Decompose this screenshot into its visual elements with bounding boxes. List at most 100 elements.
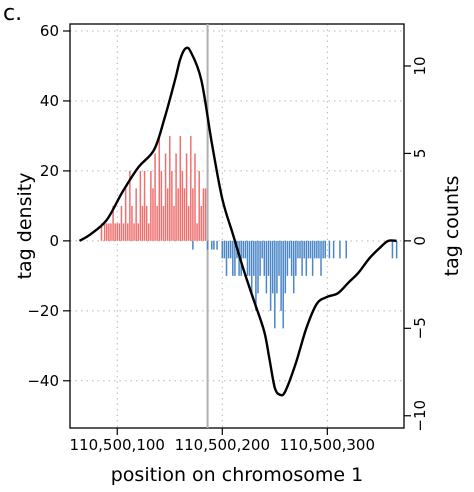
positive-tag-bar	[129, 170, 131, 241]
positive-tag-bar	[143, 170, 146, 241]
positive-tag-bar	[183, 188, 186, 241]
positive-tag-bar	[141, 205, 144, 241]
x-axis-title: position on chromosome 1	[111, 464, 364, 486]
positive-tag-bar	[156, 205, 158, 241]
negative-tag-bar	[229, 240, 232, 259]
negative-tag-bar	[267, 240, 270, 276]
negative-tag-bar	[301, 240, 303, 276]
negative-tag-bar	[282, 240, 284, 329]
negative-tag-bar	[309, 240, 312, 259]
negative-tag-bar	[271, 240, 274, 294]
positive-tag-bar	[148, 223, 150, 241]
negative-tag-bar	[345, 240, 347, 259]
positive-tag-bar	[150, 170, 152, 241]
y-left-tick-label: 60	[40, 22, 59, 40]
negative-tag-bar	[311, 240, 314, 276]
density-curve	[78, 46, 397, 397]
negative-tag-bar	[322, 240, 324, 259]
y-right-tick-label: 10	[411, 56, 429, 75]
negative-tag-bar	[213, 240, 215, 250]
y-left-tick-label: −20	[27, 302, 59, 320]
negative-tag-bar	[246, 240, 249, 276]
negative-tag-bar	[286, 240, 289, 276]
y-right-tick-label: −5	[411, 317, 429, 339]
negative-tag-bar	[263, 240, 266, 276]
positive-tag-bar	[103, 223, 106, 241]
positive-tag-bar	[118, 223, 121, 241]
positive-tag-bar	[106, 223, 108, 241]
positive-tag-bar	[116, 223, 119, 241]
negative-tag-bar	[305, 240, 308, 276]
positive-tag-bar	[160, 170, 163, 241]
positive-tag-bar	[194, 153, 196, 241]
negative-tag-bar	[320, 240, 322, 276]
positive-tag-bar	[112, 205, 114, 241]
y-left-axis-title: tag density	[14, 173, 36, 280]
left-axis: −40 −20 0 20 40 60	[27, 22, 70, 390]
negative-tag-bar	[248, 240, 251, 276]
negative-tag-bar	[216, 240, 218, 250]
x-axis: 110,500,100 110,500,200 110,500,300	[70, 428, 375, 454]
positive-tag-bar	[171, 170, 173, 241]
negative-tag-bar	[225, 240, 228, 276]
plot-frame	[69, 23, 405, 429]
positive-tag-bar	[190, 135, 192, 241]
negative-tag-bar	[253, 240, 255, 276]
positive-tag-bar	[154, 153, 156, 241]
positive-tag-bar	[131, 205, 133, 241]
positive-tag-bar	[122, 223, 125, 241]
negative-tag-bar	[295, 240, 297, 276]
positive-tag-bar	[196, 223, 198, 241]
negative-tag-bar	[265, 240, 268, 294]
negative-tag-bar	[339, 240, 341, 259]
positive-tag-bar	[110, 223, 112, 241]
positive-tag-bar	[202, 188, 205, 241]
negative-tag-bar	[278, 240, 280, 276]
negative-tag-bar	[324, 240, 326, 259]
negative-tag-bar	[255, 240, 257, 311]
positive-tag-bar	[200, 205, 203, 241]
positive-tag-bar	[145, 205, 148, 241]
positive-tag-bar	[179, 135, 182, 241]
negative-tag-bar	[395, 240, 398, 259]
negative-tag-bar	[288, 240, 291, 259]
negative-tag-bar	[221, 240, 224, 259]
positive-tag-bar	[173, 205, 175, 241]
positive-tag-bar	[135, 188, 137, 241]
positive-tag-bar	[192, 188, 194, 241]
y-right-tick-label: 5	[411, 149, 429, 159]
y-right-axis-title: tag counts	[441, 176, 463, 277]
negative-tag-bar	[290, 240, 293, 276]
positive-tag-bar	[181, 170, 184, 241]
negative-tag-bar	[276, 240, 278, 294]
positive-tag-bar	[158, 135, 161, 241]
positive-tag-bar	[177, 188, 179, 241]
negative-tag-bar	[284, 240, 287, 294]
negative-tag-bar	[244, 240, 247, 259]
positive-tag-bar	[100, 223, 103, 241]
negative-tag-bar	[232, 240, 234, 276]
y-left-tick-label: −40	[27, 372, 59, 390]
grid	[70, 24, 404, 428]
positive-tag-bar	[198, 170, 200, 241]
negative-tag-bar	[313, 240, 316, 259]
y-left-tick-label: 40	[40, 92, 59, 110]
y-right-tick-label: 0	[411, 236, 429, 246]
negative-tag-bar	[192, 240, 194, 250]
negative-tag-bar	[307, 240, 310, 259]
negative-tag-bar	[234, 240, 236, 276]
negative-tag-bar	[257, 240, 259, 294]
negative-tag-bar	[274, 240, 276, 329]
negative-tag-bar	[261, 240, 263, 259]
negative-tag-bar	[280, 240, 282, 311]
positive-tag-bar	[139, 170, 142, 241]
negative-tag-bar	[206, 240, 209, 250]
negative-tag-bar	[227, 240, 230, 259]
negative-tag-bar	[316, 240, 318, 259]
y-left-tick-label: 20	[40, 162, 59, 180]
positive-tag-bar	[114, 223, 116, 241]
negative-tag-bar	[297, 240, 299, 259]
x-tick-label: 110,500,200	[175, 436, 270, 454]
negative-tag-bar	[299, 240, 301, 259]
